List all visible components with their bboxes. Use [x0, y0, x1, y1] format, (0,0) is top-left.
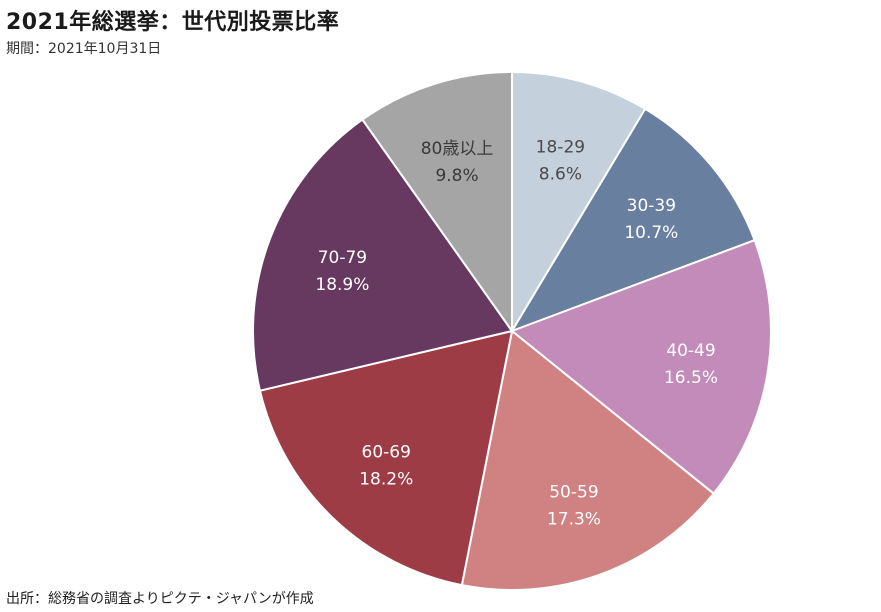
slice-value-label: 9.8% [435, 166, 478, 186]
pie-slices [252, 70, 772, 591]
pie-slice-5 [252, 118, 514, 392]
pie-slice-0 [511, 70, 647, 335]
source-note: 出所：総務省の調査よりピクテ・ジャパンが作成 [6, 591, 314, 607]
slice-value-label: 18.2% [359, 470, 413, 490]
pie-slice-1 [509, 107, 756, 333]
slice-category-label: 40-49 [666, 341, 715, 361]
pie-slice-6 [361, 70, 513, 335]
pie-labels: 18-29 8.6% 30-39 10.7% 40-49 16.5% 50-59 17.3% 6… [315, 137, 718, 529]
pie-slice-2 [510, 238, 772, 495]
chart-title: 2021年総選挙：世代別投票比率 [6, 10, 340, 35]
slice-value-label: 8.6% [539, 164, 582, 184]
chart-period: 期間：2021年10月31日 [6, 41, 162, 57]
slice-value-label: 18.9% [315, 275, 369, 295]
slice-category-label: 18-29 [536, 137, 585, 157]
slice-category-label: 80歳以上 [421, 139, 494, 159]
slice-category-label: 70-79 [318, 248, 367, 268]
slice-category-label: 50-59 [549, 482, 598, 502]
slice-value-label: 17.3% [547, 509, 601, 529]
slice-value-label: 10.7% [624, 223, 678, 243]
slice-category-label: 30-39 [627, 196, 676, 216]
pie-slice-4 [258, 329, 514, 587]
pie-slice-3 [460, 329, 716, 591]
slice-value-label: 16.5% [664, 368, 718, 388]
slice-category-label: 60-69 [362, 443, 411, 463]
